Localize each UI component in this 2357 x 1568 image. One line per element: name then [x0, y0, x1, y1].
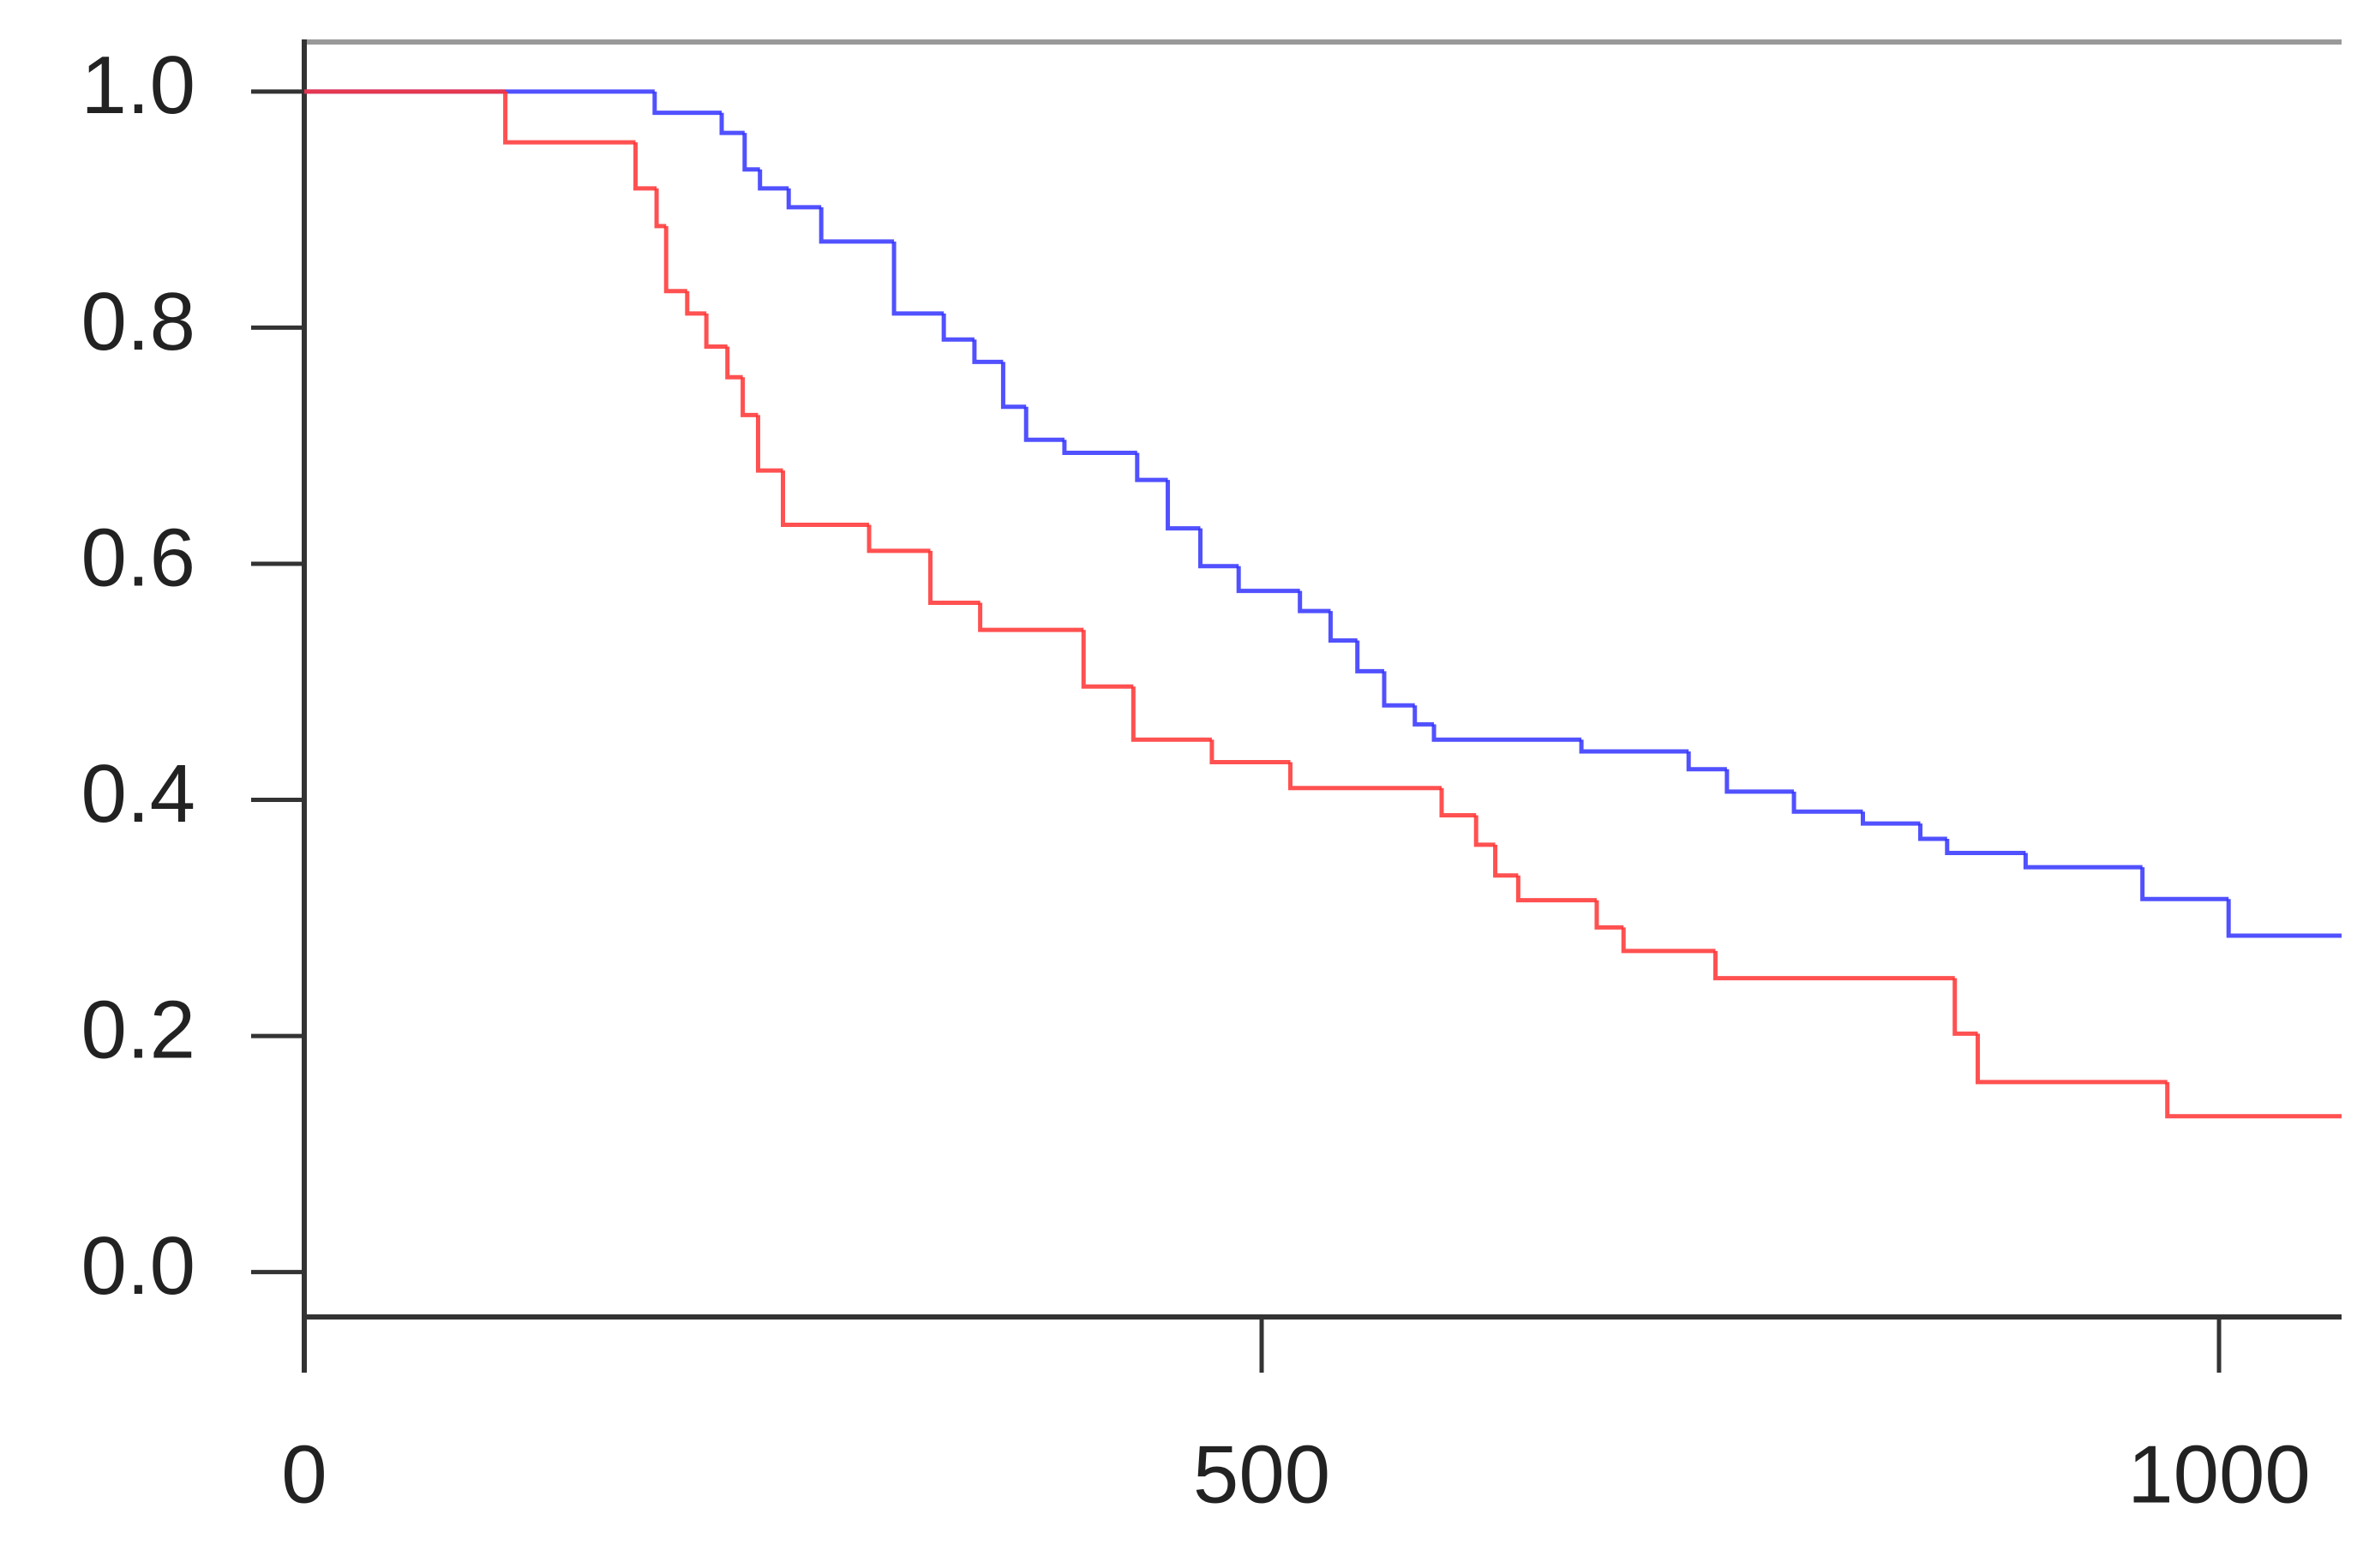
- step-segment: [1918, 823, 1947, 841]
- step-segment: [742, 133, 760, 172]
- step-segment: [1198, 528, 1239, 569]
- step-segment: [1724, 769, 1795, 794]
- y-tick-label: 0.6: [81, 512, 195, 603]
- step-segment: [1209, 739, 1291, 764]
- step-segment: [654, 188, 667, 229]
- x-tick-label: 1000: [2127, 1428, 2311, 1520]
- step-segment: [1062, 440, 1137, 455]
- step-segment: [1023, 406, 1065, 442]
- x-tick-label: 0: [281, 1428, 327, 1520]
- y-tick-label: 0.8: [81, 276, 195, 368]
- step-segment: [1328, 611, 1358, 643]
- step-segment: [1860, 811, 1921, 826]
- step-segment: [2023, 853, 2143, 870]
- step-segment: [2226, 899, 2342, 938]
- step-segment: [1288, 762, 1442, 791]
- step-segment: [503, 91, 636, 145]
- step-segment: [978, 602, 1084, 632]
- step-segment: [685, 290, 707, 316]
- step-segment: [1945, 839, 2026, 856]
- step-segment: [2140, 867, 2229, 901]
- step-segment: [741, 377, 759, 417]
- step-segment: [891, 241, 945, 316]
- step-segment: [1135, 452, 1168, 482]
- step-segment: [1166, 480, 1201, 531]
- step-segment: [928, 550, 981, 605]
- step-segment: [719, 112, 745, 135]
- step-segment: [1976, 1033, 2168, 1085]
- step-segment: [1791, 791, 1863, 814]
- step-segment: [1081, 630, 1134, 689]
- step-segment: [1236, 566, 1300, 594]
- step-segment: [652, 91, 723, 116]
- step-segment: [633, 142, 657, 191]
- step-segment: [1412, 705, 1435, 727]
- y-tick-label: 0.4: [81, 748, 195, 840]
- step-segment: [704, 313, 728, 349]
- step-segment: [1298, 590, 1331, 613]
- step-segment: [941, 313, 975, 342]
- step-segment: [755, 415, 783, 473]
- step-segment: [1431, 724, 1582, 742]
- step-segment: [1493, 844, 1519, 878]
- step-segment: [786, 188, 822, 210]
- step-segment: [1131, 686, 1212, 742]
- step-segment: [972, 339, 1004, 364]
- step-segment: [1712, 950, 1955, 981]
- step-segment: [1355, 640, 1384, 673]
- step-segment: [1382, 671, 1415, 708]
- step-segment: [1473, 815, 1496, 847]
- step-segment: [1952, 978, 1978, 1036]
- step-segment: [1515, 875, 1597, 903]
- step-segment: [2165, 1081, 2342, 1119]
- step-segment: [1621, 927, 1716, 954]
- step-segment: [867, 524, 931, 554]
- step-segment: [1579, 739, 1689, 754]
- step-segment: [758, 169, 789, 191]
- y-tick-label: 0.2: [81, 984, 195, 1075]
- y-tick-label: 0.0: [81, 1220, 195, 1312]
- step-segment: [725, 346, 743, 380]
- x-tick-label: 500: [1193, 1428, 1330, 1520]
- y-tick-label: 1.0: [81, 39, 195, 131]
- step-segment: [1686, 751, 1727, 772]
- step-segment: [781, 470, 870, 528]
- step-segment: [663, 225, 687, 294]
- step-segment: [819, 206, 895, 244]
- step-segment: [1594, 900, 1624, 930]
- step-segment: [1000, 362, 1027, 410]
- step-segment: [1439, 787, 1477, 817]
